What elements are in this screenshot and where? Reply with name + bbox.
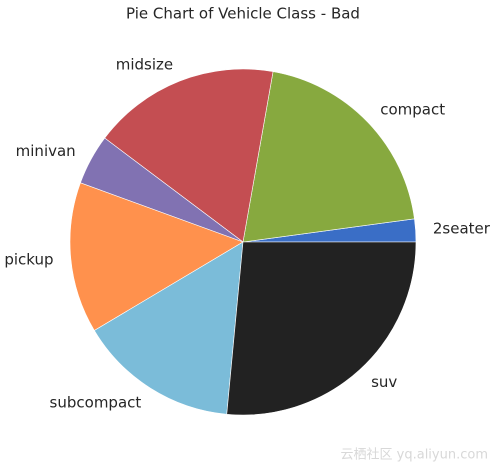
pie-slice: [242, 71, 415, 243]
slice-label: midsize: [116, 55, 173, 73]
slice-label: compact: [380, 101, 445, 119]
pie-slice: [104, 68, 274, 243]
slice-label: suv: [371, 373, 397, 391]
pie-slice: [226, 241, 417, 416]
slice-label: pickup: [4, 250, 53, 268]
slice-label: minivan: [16, 142, 76, 160]
slice-label: 2seater: [433, 220, 491, 238]
pie-slice: [69, 182, 244, 331]
chart-title: Pie Chart of Vehicle Class - Bad: [126, 5, 360, 23]
pie-slice: [93, 241, 244, 415]
watermark: 云栖社区 yq.aliyun.com: [341, 447, 488, 463]
slice-label: subcompact: [50, 393, 142, 411]
